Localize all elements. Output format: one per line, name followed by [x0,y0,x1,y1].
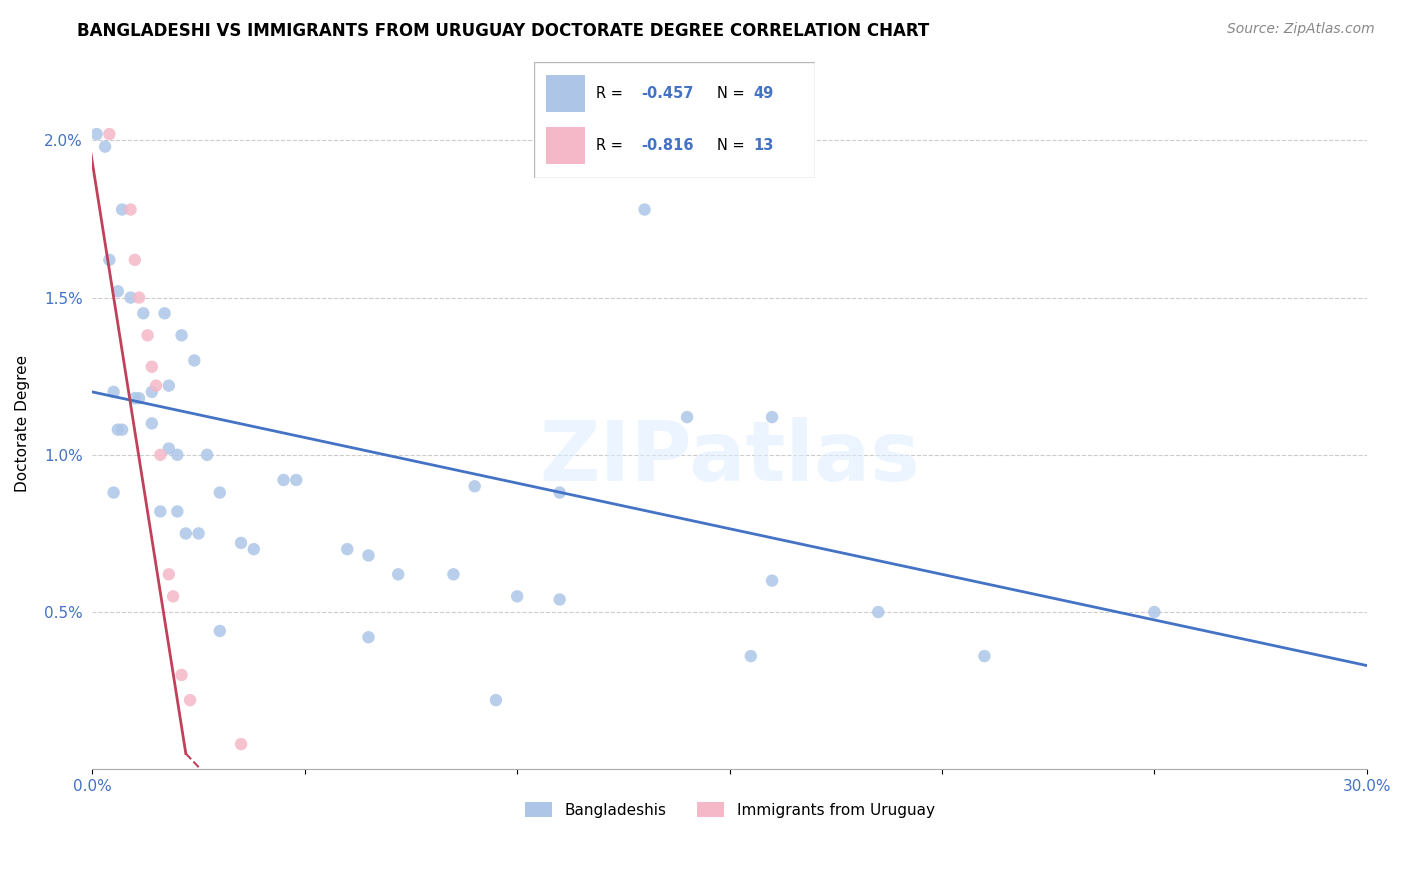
Text: N =: N = [717,87,749,102]
Point [229,536,252,550]
Text: 49: 49 [754,87,773,102]
Point [157,567,180,582]
Point [166,504,188,518]
Point [128,291,150,305]
Point [136,328,159,343]
Text: BANGLADESHI VS IMMIGRANTS FROM URUGUAY DOCTORATE DEGREE CORRELATION CHART: BANGLADESHI VS IMMIGRANTS FROM URUGUAY D… [77,22,929,40]
FancyBboxPatch shape [546,128,585,164]
Point [357,630,380,644]
Point [103,384,125,399]
Point [141,384,163,399]
Point [153,306,176,320]
Text: Source: ZipAtlas.com: Source: ZipAtlas.com [1227,22,1375,37]
Text: -0.816: -0.816 [641,138,693,153]
Point [208,624,231,638]
Text: -0.457: -0.457 [641,87,693,102]
Point [107,285,129,299]
Text: R =: R = [596,138,627,153]
Point [111,202,134,217]
Point [107,423,129,437]
Point [761,574,783,588]
Point [740,649,762,664]
Point [243,542,266,557]
Point [548,485,571,500]
Point [157,442,180,456]
Point [464,479,486,493]
FancyBboxPatch shape [534,62,815,178]
Point [174,526,197,541]
Point [1143,605,1166,619]
Point [141,417,163,431]
Point [86,127,108,141]
Point [273,473,295,487]
Point [229,737,252,751]
Point [357,549,380,563]
Point [208,485,231,500]
Point [676,410,699,425]
Point [285,473,308,487]
Point [120,291,142,305]
Point [187,526,209,541]
Point [94,139,117,153]
Y-axis label: Doctorate Degree: Doctorate Degree [15,355,30,491]
Point [98,252,121,267]
Text: 13: 13 [754,138,773,153]
Point [973,649,995,664]
Point [183,353,205,368]
Point [149,448,172,462]
Point [145,378,167,392]
Point [170,328,193,343]
Point [868,605,890,619]
Point [179,693,201,707]
Point [141,359,163,374]
Point [157,378,180,392]
Text: ZIPatlas: ZIPatlas [538,417,920,499]
Point [132,306,155,320]
Text: R =: R = [596,87,627,102]
Point [336,542,359,557]
Legend: Bangladeshis, Immigrants from Uruguay: Bangladeshis, Immigrants from Uruguay [519,796,941,824]
Point [162,590,184,604]
Point [195,448,218,462]
Point [124,252,146,267]
Point [111,423,134,437]
Point [149,504,172,518]
Point [761,410,783,425]
Point [548,592,571,607]
Point [485,693,508,707]
Point [103,485,125,500]
Point [443,567,465,582]
Text: N =: N = [717,138,749,153]
Point [120,202,142,217]
Point [387,567,409,582]
Point [98,127,121,141]
Point [124,391,146,405]
Point [128,391,150,405]
Point [506,590,529,604]
Point [170,668,193,682]
FancyBboxPatch shape [546,75,585,112]
Point [633,202,655,217]
Point [166,448,188,462]
